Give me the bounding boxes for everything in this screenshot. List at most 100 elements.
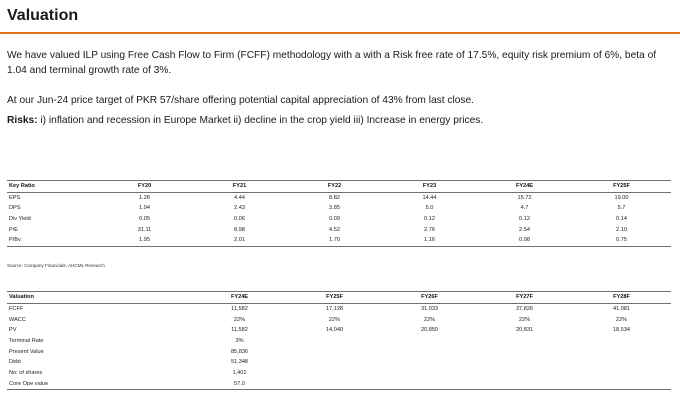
column-header: FY25F (287, 291, 382, 304)
table-cell (477, 346, 572, 357)
column-header: FY24E (477, 180, 572, 193)
column-header: FY28F (572, 291, 671, 304)
row-label: Core Ope value (7, 378, 192, 391)
row-label: Terminal Rate (9, 338, 44, 344)
title-underline (0, 32, 680, 34)
table-cell: 3% (235, 338, 244, 344)
table-cell (287, 336, 382, 347)
table-cell: 2.43 (234, 205, 245, 212)
table-cell: 5.7 (617, 205, 626, 212)
column-header: FY27F (477, 291, 572, 304)
row-label: P/E (9, 226, 19, 233)
key-ratio-table: Key Ratio FY20 FY21 FY22 FY23 FY24E FY25… (7, 180, 671, 247)
table-cell: 1.28 (139, 194, 150, 201)
table-cell: 41,081 (612, 305, 631, 312)
table-cell: 85,836 (230, 348, 249, 355)
section-title: Valuation (7, 7, 79, 24)
table-cell: 2.76 (424, 226, 435, 233)
table-cell (382, 357, 477, 368)
table-header-row: Valuation FY24E FY25F FY26F FY27F FY28F (7, 291, 671, 304)
table-cell (477, 336, 572, 347)
table-row: P/E 31.11 8.98 4.52 2.76 2.54 2.10 (7, 224, 671, 235)
table-cell: 4.7 (520, 205, 529, 212)
column-header: Key Ratio (7, 180, 97, 193)
table-cell: 3.85 (329, 205, 340, 212)
table-cell: 0.06 (234, 216, 245, 223)
table-row: No: of shares 1,401 (7, 368, 671, 379)
table-cell (572, 368, 671, 379)
table-cell (382, 378, 477, 391)
table-cell: 22% (518, 316, 531, 323)
table-cell: 0.12 (519, 216, 530, 223)
table-cell: 0.12 (424, 216, 435, 223)
table-cell: 8.98 (234, 226, 245, 233)
table-cell: 1.95 (97, 234, 192, 247)
row-label: Debt (9, 359, 21, 366)
table-cell: 2.01 (192, 234, 287, 247)
table-cell: 1.16 (382, 234, 477, 247)
table-cell (572, 346, 671, 357)
table-cell: 1.70 (287, 234, 382, 247)
column-header: Valuation (7, 291, 192, 304)
table-row: EPS 1.28 4.44 8.82 14.44 15.72 19.00 (7, 192, 671, 203)
price-target-paragraph: At our Jun-24 price target of PKR 57/sha… (7, 95, 474, 106)
table-cell (572, 357, 671, 368)
table-cell (382, 346, 477, 357)
table-cell: 14,040 (325, 327, 344, 334)
table-cell: 22% (615, 316, 628, 323)
table-cell: 22% (423, 316, 436, 323)
table-cell (287, 357, 382, 368)
row-label: No: of shares (9, 370, 43, 377)
table-row: FCFF 11,582 17,128 31,033 37,826 41,081 (7, 303, 671, 314)
column-header: FY20 (97, 180, 192, 193)
table-cell (477, 368, 572, 379)
table-cell (382, 336, 477, 347)
row-label: FCFF (9, 305, 24, 312)
column-header: FY24E (192, 291, 287, 304)
table-cell (572, 378, 671, 391)
table-cell: 4.52 (329, 226, 340, 233)
table-cell: 4.44 (234, 194, 245, 201)
methodology-paragraph: We have valued ILP using Free Cash Flow … (7, 50, 657, 76)
table-cell (287, 346, 382, 357)
risks-paragraph: Risks: i) inflation and recession in Eur… (7, 113, 675, 128)
table-cell: 18,534 (612, 327, 631, 334)
table-cell: 0.75 (572, 234, 671, 247)
valuation-table: Valuation FY24E FY25F FY26F FY27F FY28F … (7, 291, 671, 391)
table-cell (382, 368, 477, 379)
table-cell: 2.10 (616, 226, 627, 233)
risks-text: i) inflation and recession in Europe Mar… (37, 115, 484, 126)
table-row: DPS 1.94 2.43 3.85 5.0 4.7 5.7 (7, 203, 671, 214)
column-header: FY25F (572, 180, 671, 193)
table-row: Core Ope value 57.0 (7, 378, 671, 391)
table-cell (477, 378, 572, 391)
table-row: Present Value 85,836 (7, 346, 671, 357)
table-cell: 17,128 (325, 305, 344, 312)
row-label: Present Value (9, 348, 44, 355)
column-header: FY22 (287, 180, 382, 193)
table-cell: 0.14 (616, 216, 627, 223)
column-header: FY26F (382, 291, 477, 304)
table-header-row: Key Ratio FY20 FY21 FY22 FY23 FY24E FY25… (7, 180, 671, 193)
row-label: EPS (9, 194, 21, 201)
table-row: Div Yield 0.05 0.06 0.09 0.12 0.12 0.14 (7, 214, 671, 225)
table-cell: 22% (233, 316, 246, 323)
table-cell: 31,033 (420, 305, 439, 312)
table-cell: 11,582 (231, 305, 248, 312)
table-cell: 8.82 (329, 194, 340, 201)
table-cell: 0.09 (329, 216, 340, 223)
table-cell: 20,850 (420, 327, 439, 334)
source-note: Source: Company Financials, AHCML Resear… (7, 263, 105, 268)
table-row: PV 11,582 14,040 20,850 20,831 18,534 (7, 325, 671, 336)
table-cell (287, 378, 382, 391)
column-header: FY23 (382, 180, 477, 193)
table-cell: 0.98 (477, 234, 572, 247)
table-row: P/Bv 1.95 2.01 1.70 1.16 0.98 0.75 (7, 234, 671, 247)
table-cell: 22% (328, 316, 341, 323)
table-cell: 37,826 (515, 305, 534, 312)
table-cell: 20,831 (515, 327, 534, 334)
table-cell: 15.72 (517, 194, 532, 201)
table-row: WACC 22% 22% 22% 22% 22% (7, 314, 671, 325)
table-cell: 14.44 (422, 194, 437, 201)
